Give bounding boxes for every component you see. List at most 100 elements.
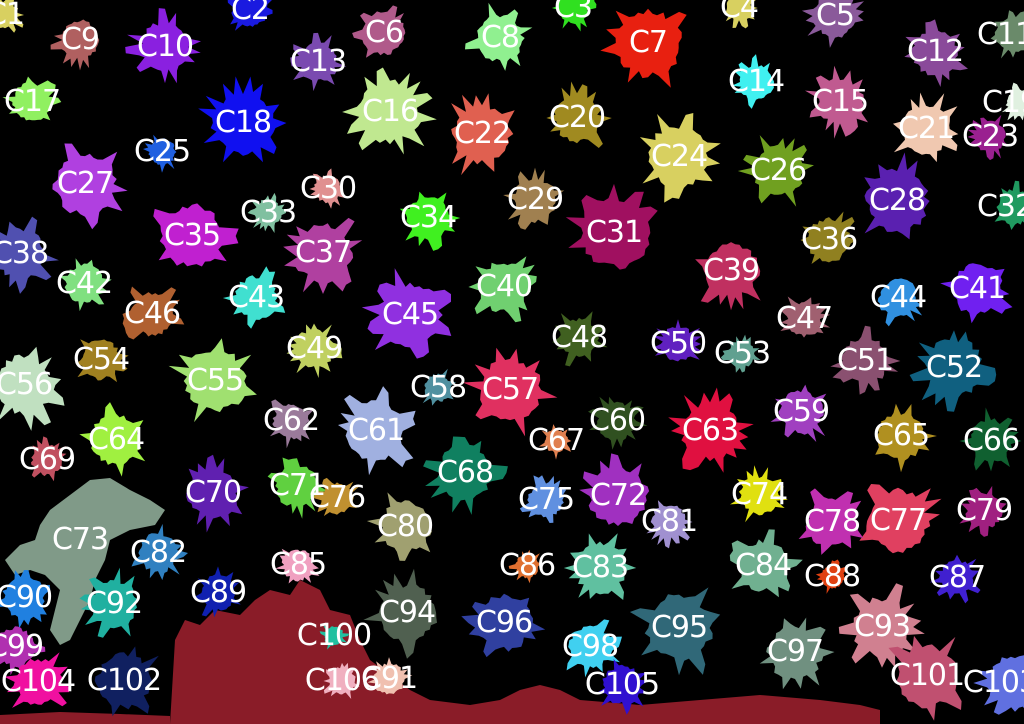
colony-label: C2 (230, 0, 270, 27)
colony-blob (798, 488, 864, 555)
colony-blob (959, 407, 1022, 472)
colony-label: C29 (506, 182, 564, 217)
colony-label: C20 (548, 100, 606, 135)
colony-blob (227, 0, 273, 31)
colony-label: C30 (299, 171, 357, 206)
colony-blob (805, 65, 868, 139)
colony-label: C99 (0, 629, 44, 664)
colony-blob (519, 475, 567, 523)
colony-blob (422, 368, 456, 406)
colony-label: C85 (269, 547, 327, 582)
colony-blob (283, 217, 363, 294)
colony-blob (551, 0, 597, 32)
colony-label: C23 (961, 119, 1019, 154)
colony-blob (52, 143, 128, 230)
colony-label: C87 (928, 560, 986, 595)
colony-label: C71 (268, 468, 326, 503)
colony-blob (600, 8, 687, 88)
colony-label: C24 (650, 139, 708, 174)
colony-blob (323, 662, 360, 699)
colony-label: C32 (976, 189, 1024, 224)
colony-blob (423, 436, 508, 515)
colony-blob (122, 286, 185, 340)
colony-label: C28 (868, 183, 926, 218)
colony-blob (929, 554, 981, 604)
colony-blob (338, 386, 416, 476)
colony-blob (973, 655, 1024, 715)
colony-label: C52 (925, 350, 983, 385)
colony-label: C54 (72, 342, 130, 377)
colony-label: C14 (727, 64, 785, 99)
colony-blob (79, 402, 146, 477)
colony-label: C5 (815, 0, 855, 33)
colony-label: C18 (214, 105, 272, 140)
colony-blob (552, 311, 608, 367)
colony-label: C36 (800, 222, 858, 257)
colony-label: C100 (296, 618, 372, 653)
colony-label: C104 (0, 664, 76, 699)
colony-label: C78 (803, 504, 861, 539)
colony-blob (131, 523, 188, 581)
colony-label: C44 (869, 280, 927, 315)
colony-blob (940, 263, 1013, 324)
colony-label: C76 (308, 480, 366, 515)
colony-blob (800, 211, 857, 264)
colony-blob (864, 152, 930, 240)
colony-blob (275, 548, 320, 584)
colony-blob (468, 256, 537, 323)
colony-blob (994, 180, 1024, 230)
colony-blob (451, 93, 515, 176)
colony-blob (780, 296, 831, 338)
colony-blob (875, 403, 937, 473)
colony-blob (270, 399, 315, 449)
colony-label: C4 (719, 0, 759, 25)
colony-label: C6 (364, 15, 404, 50)
colony-blob (629, 587, 721, 676)
colony-label: C22 (453, 116, 511, 151)
colony-label: C92 (85, 586, 143, 621)
colony-blob (503, 167, 565, 230)
colony-label: C101 (889, 658, 965, 693)
colony-label: C79 (955, 493, 1013, 528)
colony-blob (286, 323, 343, 378)
colony-blob (61, 521, 95, 559)
colony-blob (194, 566, 241, 618)
colony-label: C16 (361, 94, 419, 129)
colony-label: C55 (186, 363, 244, 398)
colony-label: C37 (294, 235, 352, 270)
colony-label: C45 (381, 297, 439, 332)
colony-label: C102 (86, 663, 162, 698)
colony-blob (31, 436, 67, 482)
colony-label: C35 (163, 218, 221, 253)
colony-label: C49 (285, 331, 343, 366)
colony-blob (222, 266, 286, 329)
colony-label: C41 (948, 271, 1006, 306)
colony-label: C91 (360, 661, 418, 696)
colony-blob-sprawl (5, 478, 165, 645)
colony-label: C53 (713, 336, 771, 371)
colony-label: C34 (399, 200, 457, 235)
colony-blob (198, 76, 287, 163)
colony-blob (367, 657, 413, 695)
colony-blob (0, 346, 65, 431)
colony-blob (538, 424, 572, 460)
colony-label: C15 (811, 84, 869, 119)
colony-blob (729, 529, 803, 598)
colony-blob (730, 465, 788, 523)
colony-label: C73 (51, 522, 109, 557)
colony-blob (737, 135, 814, 207)
colony-label: C27 (56, 166, 114, 201)
colony-label: C65 (872, 418, 930, 453)
colony-label: C50 (649, 326, 707, 361)
colony-blob (990, 10, 1024, 59)
colony-blob (94, 646, 159, 717)
colony-blob (588, 396, 648, 450)
colony-blob (186, 454, 249, 533)
colony-blob (888, 635, 962, 721)
colony-blob (668, 387, 754, 473)
colony-label: C62 (262, 403, 320, 438)
colony-blob (596, 659, 649, 715)
colony-label: C9 (60, 22, 100, 57)
colony-label: C42 (55, 266, 113, 301)
colony-blob (50, 19, 100, 71)
